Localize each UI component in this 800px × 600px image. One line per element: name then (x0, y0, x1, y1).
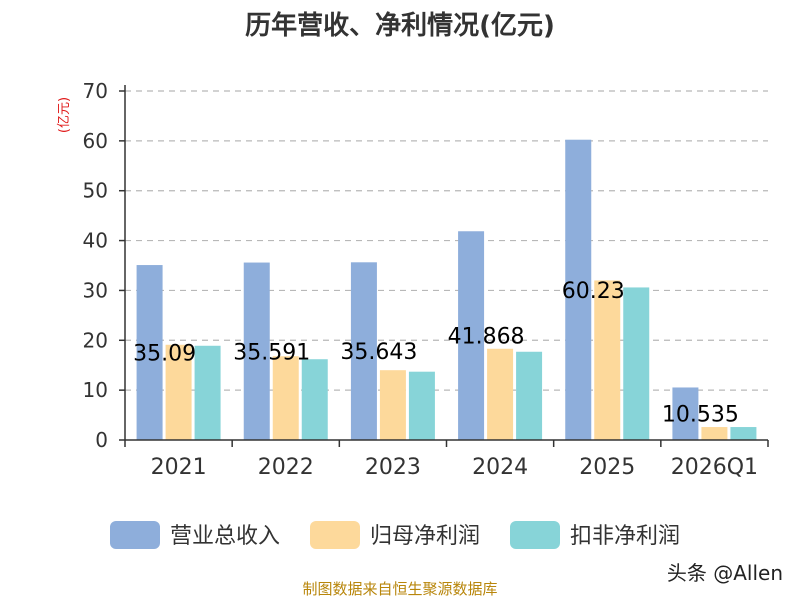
x-tick-label: 2025 (579, 455, 635, 480)
bar-扣非净利润-2024 (516, 351, 543, 440)
bar-营业总收入-2026Q1 (672, 387, 699, 440)
data-label: 35.09 (133, 342, 196, 367)
watermark: 头条 @Allen (667, 561, 783, 585)
data-label: 41.868 (448, 325, 525, 350)
bar-营业总收入-2025 (565, 139, 592, 440)
data-source-note: 制图数据来自恒生聚源数据库 (302, 580, 497, 598)
x-tick-label: 2021 (151, 455, 207, 480)
y-tick-label: 20 (83, 328, 108, 352)
y-axis-ticks: 0 10 20 30 40 50 60 70 (83, 79, 125, 452)
bar-营业总收入-2021 (136, 265, 163, 440)
bar-扣非净利润-2026Q1 (730, 427, 757, 440)
y-tick-label: 30 (83, 278, 108, 302)
y-tick-label: 10 (83, 378, 108, 402)
data-label: 10.535 (662, 403, 739, 428)
bar-归母净利润-2025 (594, 280, 621, 440)
legend-swatch (310, 521, 360, 549)
y-tick-label: 0 (95, 428, 108, 452)
bar-扣非净利润-2022 (301, 359, 328, 440)
bar-归母净利润-2022 (272, 356, 299, 440)
bar-扣非净利润-2025 (623, 287, 650, 440)
axes (124, 85, 768, 441)
bar-扣非净利润-2023 (408, 371, 435, 440)
bars-group (136, 139, 757, 440)
data-labels: 35.09 35.591 35.643 41.868 60.23 10.535 (133, 279, 739, 428)
legend[interactable]: 营业总收入 归母净利润 扣非净利润 (110, 521, 680, 549)
legend-label: 扣非净利润 (570, 524, 680, 549)
data-label: 35.643 (340, 340, 417, 365)
bar-归母净利润-2021 (165, 344, 192, 440)
bar-营业总收入-2022 (243, 262, 270, 440)
legend-label: 营业总收入 (170, 524, 280, 549)
y-tick-label: 60 (83, 129, 108, 153)
y-tick-label: 40 (83, 229, 108, 253)
data-label: 35.591 (233, 340, 310, 365)
x-tick-label: 2024 (472, 455, 528, 480)
x-tick-label: 2022 (258, 455, 314, 480)
bar-扣非净利润-2021 (194, 345, 221, 440)
legend-swatch (510, 521, 560, 549)
legend-label: 归母净利润 (370, 524, 480, 549)
grid-lines (125, 90, 768, 391)
bar-营业总收入-2024 (458, 231, 485, 440)
x-tick-label: 2023 (365, 455, 421, 480)
x-axis-ticks: 2021 2022 2023 2024 2025 2026Q1 (124, 440, 769, 480)
bar-归母净利润-2024 (487, 348, 514, 440)
y-tick-label: 50 (83, 179, 108, 203)
bar-归母净利润-2023 (379, 370, 406, 440)
bar-营业总收入-2023 (350, 262, 377, 440)
legend-swatch (110, 521, 160, 549)
data-label: 60.23 (562, 279, 625, 304)
legend-item[interactable]: 归母净利润 (310, 521, 480, 549)
y-tick-label: 70 (83, 79, 108, 103)
legend-item[interactable]: 营业总收入 (110, 521, 280, 549)
legend-item[interactable]: 扣非净利润 (510, 521, 680, 549)
chart-title: 历年营收、净利情况(亿元) (245, 10, 555, 41)
y-axis-unit-label: (亿元) (57, 97, 72, 133)
x-tick-label: 2026Q1 (671, 455, 758, 480)
bar-归母净利润-2026Q1 (701, 427, 728, 440)
